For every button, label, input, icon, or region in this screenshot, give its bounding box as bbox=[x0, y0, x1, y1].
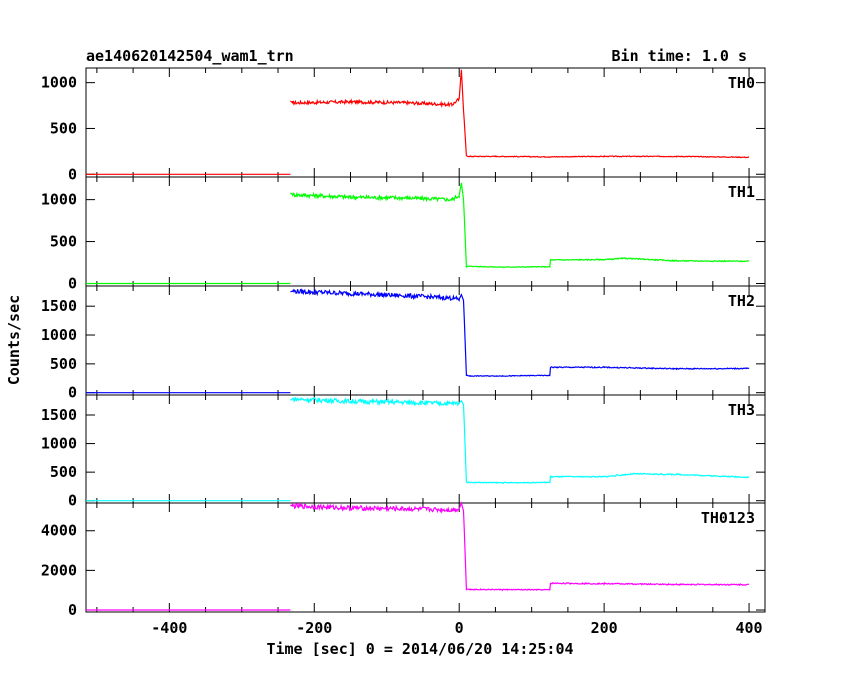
y-tick-label: 0 bbox=[68, 601, 77, 619]
y-tick-label: 2000 bbox=[41, 561, 77, 579]
x-tick-label: -200 bbox=[296, 619, 332, 637]
y-tick-label: 0 bbox=[68, 384, 77, 402]
series-line-th0123 bbox=[86, 501, 750, 611]
y-tick-label: 1000 bbox=[41, 326, 77, 344]
panel-frame bbox=[85, 67, 766, 178]
y-tick-label: 500 bbox=[50, 463, 77, 481]
x-tick-label: 0 bbox=[455, 619, 464, 637]
panel-name-label: TH1 bbox=[728, 183, 755, 201]
y-tick-label: 1500 bbox=[41, 406, 77, 424]
panel-name-label: TH0123 bbox=[701, 509, 755, 527]
panel-frame bbox=[85, 285, 766, 396]
y-tick-label: 4000 bbox=[41, 522, 77, 540]
y-tick-label: 1000 bbox=[41, 435, 77, 453]
series-line-th0 bbox=[86, 69, 750, 175]
series-line-th1 bbox=[86, 182, 750, 285]
y-tick-label: 500 bbox=[50, 119, 77, 137]
panel-frame bbox=[85, 394, 766, 504]
y-tick-label: 500 bbox=[50, 355, 77, 373]
y-tick-label: 500 bbox=[50, 233, 77, 251]
y-axis-label: Counts/sec bbox=[5, 295, 23, 385]
x-axis-label: Time [sec] 0 = 2014/06/20 14:25:04 bbox=[266, 640, 573, 658]
y-tick-label: 0 bbox=[68, 492, 77, 510]
bin-time-label: Bin time: 1.0 s bbox=[612, 47, 747, 65]
y-tick-label: 1000 bbox=[41, 74, 77, 92]
series-line-th3 bbox=[86, 396, 750, 502]
y-tick-label: 1500 bbox=[41, 297, 77, 315]
chart-title: ae140620142504_wam1_trn bbox=[86, 47, 294, 65]
panels: 0 500 1000 TH0 0 500 1000 TH1 0 500 1000 1500 TH2 0 50… bbox=[41, 67, 766, 637]
x-tick-label: -400 bbox=[151, 619, 187, 637]
y-tick-label: 0 bbox=[68, 165, 77, 183]
panel-name-label: TH3 bbox=[728, 401, 755, 419]
panel-name-label: TH0 bbox=[728, 74, 755, 92]
y-tick-label: 0 bbox=[68, 274, 77, 292]
y-tick-label: 1000 bbox=[41, 191, 77, 209]
series-line-th2 bbox=[86, 288, 750, 394]
x-tick-label: 200 bbox=[591, 619, 618, 637]
panel-frame bbox=[85, 176, 766, 287]
x-tick-label: 400 bbox=[736, 619, 763, 637]
panel-name-label: TH2 bbox=[728, 292, 755, 310]
panel-frame bbox=[85, 502, 766, 613]
